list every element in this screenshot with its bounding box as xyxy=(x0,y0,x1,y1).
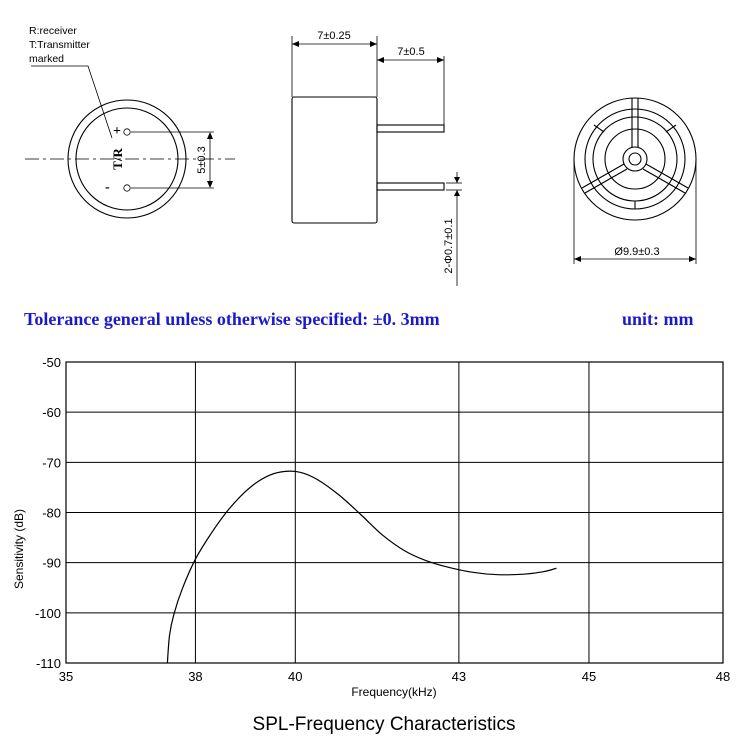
front-view-spokes xyxy=(581,98,689,209)
arrow-right xyxy=(370,41,377,47)
y-axis-title: Sensitivity (dB) xyxy=(12,509,26,589)
arrow-down xyxy=(207,181,213,188)
x-tick-label: 48 xyxy=(716,669,730,684)
plot-area-frame xyxy=(65,361,724,664)
y-tick-label: -60 xyxy=(42,405,61,420)
pin-negative xyxy=(123,184,131,192)
front-view-ring-middle xyxy=(592,116,678,202)
unit-note: unit: mm xyxy=(622,309,694,329)
sensitivity-curve xyxy=(166,470,557,664)
arrow-up xyxy=(207,132,213,139)
front-view-hub-outer xyxy=(622,146,648,172)
side-view-pin-lower xyxy=(376,182,445,191)
arrow-right xyxy=(437,57,444,63)
marking-note-line-3: marked xyxy=(29,53,64,65)
arrow-up xyxy=(454,190,460,196)
front-view-outer-circle xyxy=(573,97,697,221)
outer-diameter-label: Ø9.9±0.3 xyxy=(614,246,659,258)
arrow-down xyxy=(454,177,460,183)
x-tick-label: 40 xyxy=(288,669,302,684)
y-tick-label: -100 xyxy=(35,606,61,621)
pin-length-label: 7±0.5 xyxy=(397,46,424,58)
arrow-left xyxy=(292,41,299,47)
plus-marking: + xyxy=(113,124,121,139)
front-view-drawing: Ø9.9±0.3 xyxy=(573,97,697,264)
marking-note-line-1: R:receiver xyxy=(29,25,77,37)
x-tick-label: 45 xyxy=(582,669,596,684)
y-tick-label: -110 xyxy=(36,656,61,671)
front-view-ring-inner xyxy=(604,128,666,190)
tolerance-note: Tolerance general unless otherwise speci… xyxy=(24,309,440,329)
marking-note-line-2: T:Transmitter xyxy=(29,39,90,51)
arrow-left xyxy=(574,256,581,262)
x-axis-title: Frequency(kHz) xyxy=(351,685,436,699)
chart-title: SPL-Frequency Characteristics xyxy=(253,714,516,735)
x-tick-label: 38 xyxy=(188,669,202,684)
pin-positive xyxy=(123,128,131,136)
pin-diameter-label: 2-Φ0.7±0.1 xyxy=(443,218,455,273)
x-tick-label: 35 xyxy=(59,669,73,684)
minus-marking: - xyxy=(105,180,110,195)
marking-leader-line xyxy=(31,65,113,139)
body-width-label: 7±0.25 xyxy=(317,30,351,42)
arrow-left xyxy=(377,57,384,63)
side-view-pin-upper xyxy=(376,124,445,133)
y-tick-label: -50 xyxy=(42,355,61,370)
top-view-drawing: R:receiver T:Transmitter marked + - T/R … xyxy=(25,25,235,219)
arrow-right xyxy=(689,256,696,262)
front-view-ring-outer xyxy=(584,108,686,210)
tr-marking: T/R xyxy=(110,148,125,170)
front-view-hub-inner xyxy=(628,152,642,166)
x-tick-label: 43 xyxy=(452,669,466,684)
y-tick-label: -80 xyxy=(42,506,61,521)
y-tick-label: -70 xyxy=(42,455,61,470)
y-tick-label: -90 xyxy=(42,556,61,571)
side-view-drawing: 7±0.25 7±0.5 2-Φ0.7±0.1 xyxy=(291,30,462,286)
side-view-body xyxy=(291,96,378,224)
chart-grid xyxy=(65,361,724,664)
pin-spacing-label: 5±0.3 xyxy=(196,146,208,173)
